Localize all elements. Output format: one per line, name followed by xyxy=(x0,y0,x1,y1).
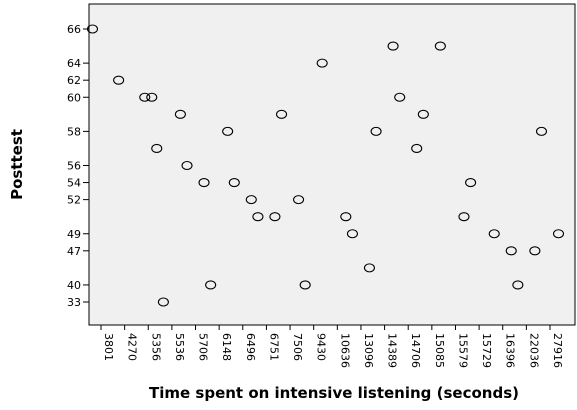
data-point xyxy=(529,246,541,256)
data-point xyxy=(139,92,151,102)
data-point xyxy=(181,160,193,171)
data-point xyxy=(535,126,548,136)
data-point xyxy=(198,178,210,188)
x-tick-label: 4270 xyxy=(126,333,139,361)
data-point xyxy=(157,297,169,307)
y-tick-label: 49 xyxy=(67,228,81,241)
y-tick-label: 54 xyxy=(67,177,81,190)
y-tick-label: 33 xyxy=(67,296,81,309)
data-point xyxy=(363,263,375,273)
data-points xyxy=(86,24,565,307)
x-tick-label: 5706 xyxy=(197,333,210,361)
x-tick-label: 22036 xyxy=(527,333,540,368)
data-point xyxy=(269,212,281,222)
data-point xyxy=(228,178,240,188)
data-point xyxy=(370,126,382,136)
data-point xyxy=(505,246,517,256)
data-point xyxy=(299,280,311,290)
y-tick-label: 66 xyxy=(67,23,81,36)
data-point xyxy=(434,41,446,51)
data-point xyxy=(512,280,524,290)
y-tick-label: 60 xyxy=(67,91,81,104)
x-tick-label: 6148 xyxy=(220,333,233,361)
data-point xyxy=(316,58,328,68)
y-tick-label: 52 xyxy=(67,194,81,207)
data-point xyxy=(340,212,352,222)
x-tick-label: 5536 xyxy=(173,333,186,361)
data-point xyxy=(245,195,257,205)
x-axis-title: Time spent on intensive listening (secon… xyxy=(149,384,519,402)
y-tick-label: 58 xyxy=(67,125,81,138)
y-axis-title: Posttest xyxy=(8,129,26,200)
x-tick-label: 13096 xyxy=(362,333,375,368)
data-point xyxy=(346,229,358,239)
y-tick-label: 64 xyxy=(67,57,81,70)
x-tick-label: 6496 xyxy=(244,333,257,361)
x-tick-label: 16396 xyxy=(504,333,517,368)
data-point xyxy=(252,212,264,222)
x-tick-label: 3801 xyxy=(102,333,115,361)
x-tick-label: 27916 xyxy=(551,333,564,368)
data-point xyxy=(113,75,125,85)
y-tick-label: 56 xyxy=(67,160,81,173)
data-point xyxy=(222,126,234,136)
y-tick-label: 62 xyxy=(67,74,81,87)
data-point xyxy=(205,280,217,290)
data-point xyxy=(458,212,470,222)
y-tick-label: 40 xyxy=(67,279,81,292)
data-point xyxy=(411,143,423,153)
x-tick-label: 5356 xyxy=(149,333,162,361)
data-point xyxy=(86,24,99,34)
data-point xyxy=(552,229,565,239)
x-tick-label: 14706 xyxy=(409,333,422,368)
data-point xyxy=(174,109,186,119)
y-tick-label: 47 xyxy=(67,245,81,258)
x-axis: 3801 4270 5356 5536 5706 6148 6496 6751 7506 9430… xyxy=(100,325,564,368)
data-point xyxy=(465,178,477,188)
x-tick-label: 7506 xyxy=(291,333,304,361)
x-tick-label: 15579 xyxy=(456,333,469,368)
x-tick-label: 6751 xyxy=(267,333,280,361)
x-tick-label: 9430 xyxy=(315,333,328,361)
data-point xyxy=(151,143,163,153)
data-point xyxy=(394,92,406,102)
data-point xyxy=(417,109,429,119)
data-point xyxy=(293,195,305,205)
x-tick-label: 15085 xyxy=(433,333,446,368)
data-point xyxy=(146,92,158,102)
data-point xyxy=(387,41,399,51)
data-point xyxy=(488,229,500,239)
plot-area xyxy=(88,3,576,326)
y-axis: 33 40 47 49 52 54 56 58 60 62 64 66 xyxy=(67,23,89,309)
x-tick-label: 14389 xyxy=(386,333,399,368)
x-tick-label: 10636 xyxy=(338,333,351,368)
data-point xyxy=(276,109,288,119)
x-tick-label: 15729 xyxy=(480,333,493,368)
